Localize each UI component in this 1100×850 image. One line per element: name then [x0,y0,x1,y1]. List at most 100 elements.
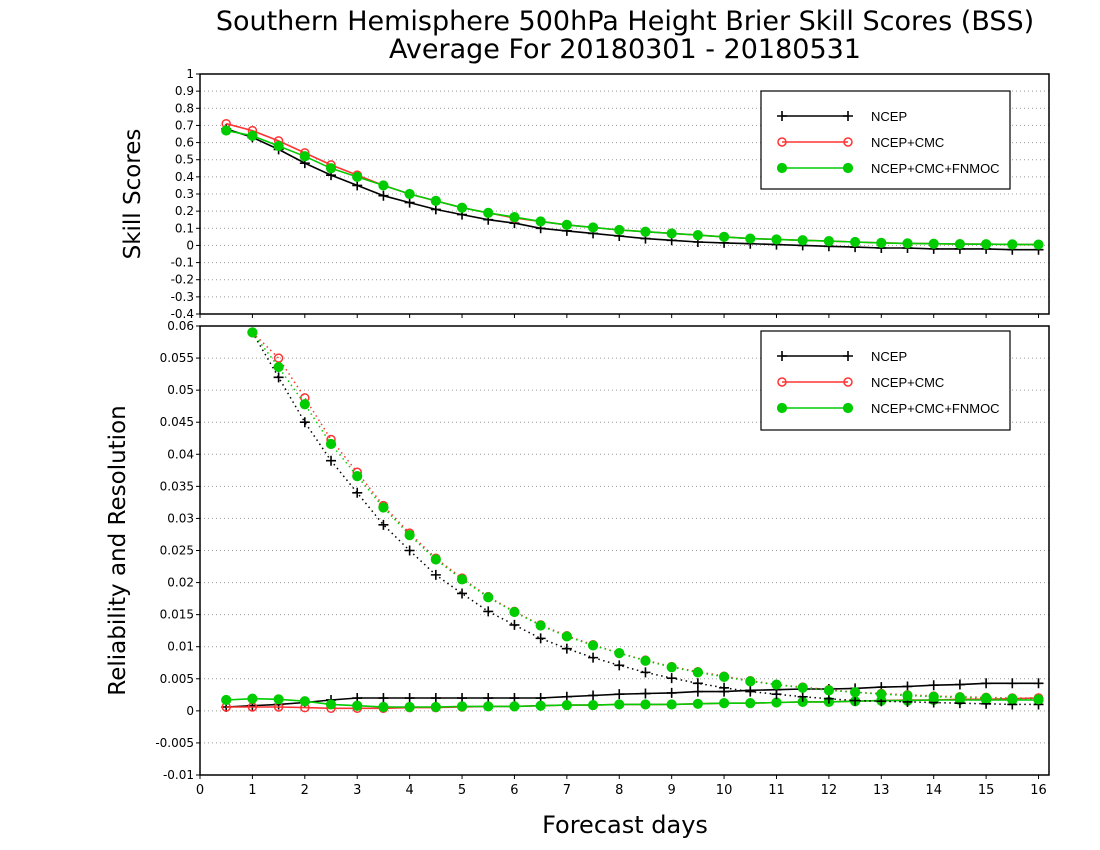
x-tick-label: 0 [196,783,204,798]
data-point [561,643,572,654]
y-axis-label: Skill Scores [120,129,146,260]
data-point [587,222,599,233]
data-point [771,234,782,245]
data-point [483,606,494,617]
data-point [928,238,939,249]
data-point [378,701,389,713]
series-line [226,697,1039,710]
data-point [745,233,756,244]
data-point [666,673,677,684]
data-point [273,361,284,373]
x-tick-label: 9 [668,783,676,798]
data-point [1033,239,1044,250]
data-point [876,237,887,248]
data-point [404,188,415,200]
data-point [509,619,520,630]
data-point [378,519,389,530]
x-tick-label: 16 [1030,783,1047,798]
y-axis-label: Reliability and Resolution [105,405,131,695]
data-point [247,693,258,704]
data-point [483,592,494,603]
data-point [561,219,572,230]
x-tick-label: 4 [405,783,413,798]
data-point [771,679,782,690]
data-point [483,701,494,712]
data-point [561,631,572,642]
legend-marker [776,162,788,174]
x-tick-label: 5 [458,783,466,798]
data-point [928,680,939,691]
data-point [404,701,415,713]
data-point [456,574,468,585]
y-tick-label: 0.03 [167,511,194,525]
y-tick-label: -0.4 [171,307,194,321]
legend-marker [777,377,787,387]
data-point [535,216,546,227]
y-tick-label: 0.05 [167,383,194,397]
data-point [640,688,651,699]
y-tick-label: 0.045 [160,415,194,429]
data-point [692,230,703,241]
series-ncep-cmc-fnmoc [221,125,1044,250]
reliability-resolution-panel: -0.01 -0.005 0 0.005 0.01 0.015 0.02 0.025 0.03 0… [105,319,1050,798]
y-tick-label: 0.5 [175,153,194,167]
y-tick-label: 0.035 [160,479,194,493]
legend-marker [777,137,787,147]
x-tick-label: 8 [615,783,623,798]
data-point [509,606,520,618]
data-point [745,698,756,709]
legend-label: NCEP [871,349,907,364]
x-tick-label: 2 [301,783,309,798]
data-point [588,690,599,701]
y-tick-label: 0.7 [175,118,194,132]
data-point [666,699,677,710]
data-point [457,588,468,599]
data-point [849,236,861,248]
series-line [226,697,1039,708]
y-tick-label: 0.4 [175,170,194,184]
data-point [876,689,887,700]
data-point [640,655,651,666]
data-point [404,693,415,704]
x-tick-label: 11 [768,783,785,798]
data-point [954,238,966,250]
x-axis-label: Forecast days [542,811,708,839]
data-point [771,697,782,708]
data-point [325,438,337,450]
data-point [1033,694,1044,705]
y-tick-label: 0.06 [167,319,194,333]
x-tick-label: 6 [510,783,518,798]
data-point [535,620,546,631]
data-point [745,686,756,697]
x-tick-label: 3 [353,783,361,798]
data-point [745,676,756,687]
data-point [718,698,730,709]
data-point [692,698,703,709]
y-tick-label: 0.015 [160,608,194,622]
data-point [640,667,651,678]
y-tick-label: 0.005 [160,672,194,686]
chart-title: Southern Hemisphere 500hPa Height Brier … [216,6,1034,37]
y-tick-label: 0.01 [167,640,194,654]
data-point [326,455,337,466]
data-point [771,689,782,700]
data-point [247,130,258,141]
skill-scores-panel: -0.4 -0.3 -0.2 -0.1 0 0.1 0.2 0.3 0.4 0.5 0.6 0.7 0.… [120,67,1050,321]
chart-subtitle: Average For 20180301 - 20180531 [389,34,861,65]
data-point [325,163,337,174]
data-point [299,399,310,410]
data-point [273,140,284,152]
legend-marker [777,351,787,361]
data-point [221,694,232,706]
data-point [692,667,703,678]
y-tick-label: 0 [186,704,194,718]
data-point [430,554,441,565]
data-point [614,660,625,671]
legend-marker [843,137,853,147]
data-point [928,691,939,702]
x-tick-label: 15 [978,783,995,798]
data-point [378,180,389,191]
data-point [666,662,677,673]
data-point [902,238,913,249]
